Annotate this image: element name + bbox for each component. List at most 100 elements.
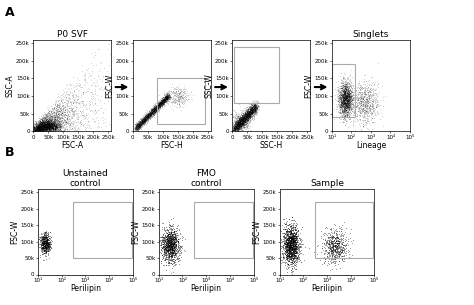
Point (164, 98, 172, 103)
Point (241, 113, 248, 118)
Point (154, 106, 161, 111)
Point (45, 118, 53, 123)
Point (45, 122, 53, 127)
Point (174, 88, 182, 93)
Point (44, 120, 51, 125)
Point (35, 127, 42, 131)
Point (374, 85, 382, 90)
Point (238, 120, 246, 124)
Point (39, 252, 47, 257)
Point (360, 92, 368, 97)
Point (69, 100, 77, 105)
Point (164, 96, 172, 101)
Point (158, 102, 166, 107)
Point (45, 247, 52, 252)
Point (161, 94, 169, 99)
Point (42, 123, 50, 128)
Point (42, 120, 49, 125)
Point (235, 117, 243, 122)
Point (64, 107, 72, 112)
Point (231, 115, 239, 120)
Point (233, 125, 241, 130)
Point (163, 242, 171, 247)
Point (41, 235, 49, 240)
Point (345, 102, 352, 107)
Point (341, 93, 349, 98)
Point (167, 234, 175, 239)
Point (70, 113, 78, 118)
Point (341, 91, 349, 96)
Point (348, 98, 356, 102)
Point (337, 103, 344, 108)
Point (290, 230, 297, 235)
Point (148, 106, 156, 111)
Point (341, 107, 348, 112)
Point (238, 122, 246, 127)
Point (291, 234, 298, 239)
Point (36, 128, 44, 133)
Point (176, 249, 183, 254)
Point (342, 107, 350, 112)
Point (42, 119, 50, 124)
Point (332, 249, 340, 253)
Point (162, 97, 170, 102)
Point (232, 125, 240, 130)
Point (249, 104, 257, 109)
Point (372, 103, 380, 108)
Point (342, 89, 349, 94)
Point (168, 230, 176, 235)
Point (137, 123, 144, 128)
Point (73, 94, 80, 99)
Point (289, 260, 297, 265)
Point (289, 240, 296, 245)
Point (46, 122, 53, 127)
Point (58, 123, 66, 128)
Point (234, 123, 242, 127)
Point (282, 247, 290, 252)
Point (235, 120, 243, 124)
Point (360, 105, 367, 110)
Point (291, 251, 298, 256)
Point (52, 125, 59, 130)
Point (287, 232, 295, 237)
Point (43, 121, 50, 126)
Point (247, 112, 255, 117)
Point (157, 99, 165, 104)
Point (341, 109, 348, 114)
Point (72, 99, 79, 104)
Point (164, 95, 172, 100)
Point (34, 127, 42, 132)
Point (59, 119, 67, 124)
Point (143, 115, 150, 120)
Point (56, 122, 64, 127)
Point (337, 249, 345, 254)
Point (48, 125, 56, 130)
Point (356, 89, 363, 94)
Point (33, 127, 41, 132)
Point (162, 250, 169, 255)
Point (350, 97, 358, 102)
Point (163, 93, 170, 98)
Point (168, 235, 176, 240)
Point (346, 98, 353, 103)
Point (92, 110, 100, 115)
Point (288, 240, 295, 245)
Point (176, 89, 184, 94)
Point (41, 128, 49, 133)
Point (233, 124, 241, 129)
Point (341, 99, 348, 104)
Point (42, 119, 50, 124)
Point (239, 118, 247, 123)
Point (144, 115, 151, 120)
Point (170, 240, 177, 245)
Point (48, 120, 56, 125)
Point (134, 121, 142, 126)
Point (163, 95, 171, 100)
Point (45, 122, 52, 127)
Point (46, 121, 54, 126)
Point (145, 113, 152, 118)
Point (63, 102, 70, 106)
Point (288, 235, 295, 240)
Point (40, 247, 47, 252)
Point (138, 118, 146, 123)
